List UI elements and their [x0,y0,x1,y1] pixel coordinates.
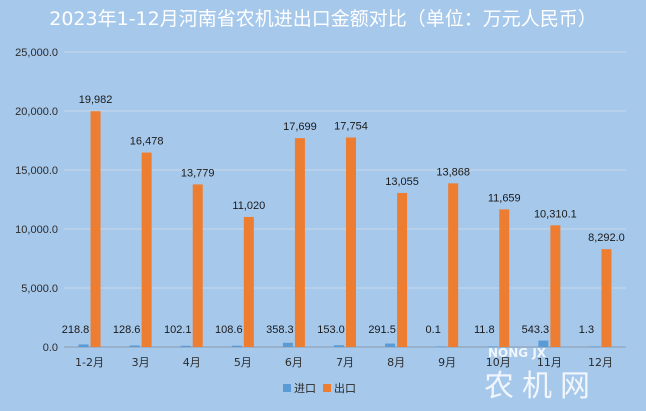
bar-import [129,345,140,347]
legend-label-export: 出口 [334,381,356,395]
data-label-export: 17,754 [334,121,368,133]
data-label-import: 102.1 [164,324,192,336]
x-tick-label: 6月 [285,356,303,369]
y-tick-label: 20,000.0 [15,106,58,118]
x-tick-label: 5月 [234,356,252,369]
x-tick-label: 4月 [183,356,201,369]
data-label-export: 19,982 [79,94,113,106]
x-tick-label: 11月 [537,356,562,369]
x-tick-label: 1-2月 [75,356,104,369]
bar-export [550,225,561,347]
legend-swatch-import [283,384,291,392]
bar-export [346,137,356,347]
x-axis: 1-2月 3月 4月 5月 6月 7月 8月 9月 10月 11月 12月 [75,356,613,369]
bar-export [499,209,510,347]
x-tick-label: 10月 [486,356,511,369]
bar-import [538,340,549,347]
y-tick-label: 5,000.0 [21,283,58,295]
bar-import [436,346,447,347]
data-label-export: 11,659 [488,192,521,204]
x-tick-label: 9月 [438,356,456,369]
bar-import [589,346,600,347]
data-label-export: 16,478 [130,136,164,148]
watermark-chinese: 农机网 [484,369,598,404]
data-label-export: 8,292.0 [588,232,625,244]
bar-export [243,216,254,347]
data-label-import: 543.3 [522,324,550,336]
y-tick-label: 15,000.0 [15,165,58,177]
data-label-import: 291.5 [368,324,396,336]
bar-import [334,345,344,347]
bar-import [487,346,498,347]
bar-import [282,342,293,347]
bar-export [90,111,101,347]
x-tick-label: 12月 [588,356,613,369]
data-label-import: 218.8 [62,324,90,336]
data-label-import: 11.8 [474,324,495,336]
bar-export [192,184,203,347]
bar-export [294,138,305,347]
data-labels: 218.8 19,982 128.6 16,478 102.1 13,779 108.6 11… [62,94,625,336]
bar-export [601,249,612,347]
data-label-import: 108.6 [215,324,243,336]
bar-import [180,345,191,347]
y-tick-label: 10,000.0 [15,224,58,236]
watermark-latin: NONG JX [488,346,547,360]
bars [78,111,612,347]
data-label-import: 128.6 [113,324,141,336]
data-label-export: 13,868 [436,166,470,178]
chart-title: 2023年1-12月河南省农机进出口金额对比（单位：万元人民币） [49,8,596,30]
data-label-export: 10,310.1 [534,208,577,220]
y-tick-label: 0.0 [43,342,58,354]
y-axis: 0.0 5,000.0 10,000.0 15,000.0 20,000.0 25,000… [15,47,58,354]
data-label-import: 1.3 [579,324,594,336]
y-tick-label: 25,000.0 [15,47,58,59]
data-label-import: 153.0 [317,324,345,336]
legend: 进口 出口 [283,381,356,395]
data-label-export: 11,020 [232,200,265,212]
bar-import [78,344,89,347]
bar-import [385,343,396,347]
legend-swatch-export [323,384,331,392]
x-tick-label: 7月 [336,356,354,369]
bar-import [231,345,242,347]
bar-export [448,183,459,347]
data-label-export: 13,779 [181,167,215,179]
data-label-import: 358.3 [266,324,294,336]
data-label-export: 17,699 [283,121,317,133]
legend-label-import: 进口 [294,382,316,395]
data-label-export: 13,055 [385,176,419,188]
watermark: NONG JX 农机网 [484,346,598,404]
x-tick-label: 8月 [387,356,405,369]
x-tick-label: 3月 [132,356,150,369]
gridlines [64,51,626,348]
bar-export [141,152,152,347]
bar-export [397,192,408,347]
data-label-import: 0.1 [426,324,441,336]
